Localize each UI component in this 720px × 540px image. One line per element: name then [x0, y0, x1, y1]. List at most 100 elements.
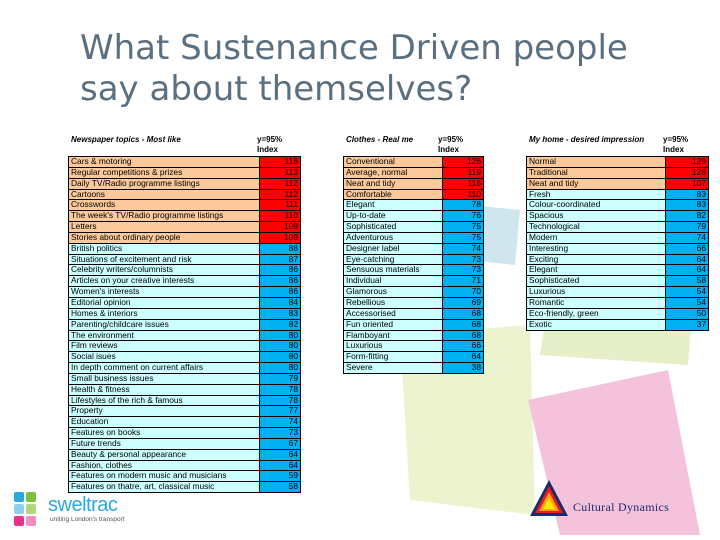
table-row: Romantic 54: [526, 296, 709, 309]
table-row: Editorial opinion 84: [68, 296, 301, 309]
table-row: Health & fitness 78: [68, 383, 301, 396]
row-label: The environment: [68, 329, 260, 342]
row-index-value: 86: [259, 286, 301, 298]
cultural-dynamics-logo-text: Cultural Dynamics: [573, 500, 670, 514]
row-label: Health & fitness: [68, 383, 260, 396]
table-row: Spacious 82: [526, 210, 709, 223]
table-row: Flamboyant 68: [343, 329, 484, 342]
table-row: Eco-friendly, green 50: [526, 307, 709, 320]
row-index-value: 73: [259, 427, 301, 439]
table-row: Exotic 37: [526, 318, 709, 331]
row-index-value: 129: [665, 156, 709, 168]
table-row: Interesting 66: [526, 242, 709, 255]
row-index-value: 68: [442, 307, 484, 320]
row-index-value: 73: [442, 264, 484, 277]
row-index-value: 68: [442, 329, 484, 342]
row-index-value: 126: [665, 166, 709, 179]
row-index-value: 64: [259, 459, 301, 472]
table-row: Homes & interiors 83: [68, 307, 301, 320]
row-index-value: 79: [665, 221, 709, 233]
row-label: Glamorous: [343, 286, 443, 298]
row-label: Flamboyant: [343, 329, 443, 342]
row-index-value: 74: [442, 242, 484, 255]
clothes-real-me-table: Conventional 126 Average, normal 119 Neat an…: [343, 156, 484, 374]
row-label: Future trends: [68, 437, 260, 450]
table-row: Future trends 67: [68, 437, 301, 450]
table-row: Features on modern music and musicians 59: [68, 470, 301, 483]
row-index-value: 69: [442, 296, 484, 309]
row-label: Fashion, clothes: [68, 459, 260, 472]
row-index-value: 107: [665, 177, 709, 190]
table-row: Cartoons 112: [68, 188, 301, 201]
row-label: Spacious: [526, 210, 666, 223]
row-label: Daily TV/Radio programme listings: [68, 177, 260, 190]
row-index-value: 111: [259, 199, 301, 212]
table-row: Luxurious 54: [526, 286, 709, 298]
table-row: Social isues 80: [68, 351, 301, 364]
row-label: Average, normal: [343, 166, 443, 179]
row-index-value: 64: [442, 351, 484, 364]
row-label: Education: [68, 416, 260, 429]
row-label: Colour-coordinated: [526, 199, 666, 212]
row-index-value: 78: [259, 394, 301, 407]
row-label: Luxurious: [526, 286, 666, 298]
row-index-value: 109: [259, 231, 301, 244]
row-index-value: 87: [259, 253, 301, 266]
row-index-value: 68: [442, 318, 484, 331]
table-row: Features on thatre, art, classical music…: [68, 481, 301, 494]
row-index-value: 50: [665, 307, 709, 320]
table-row: Lifestyles of the rich & famous 78: [68, 394, 301, 407]
row-index-value: 64: [665, 253, 709, 266]
table-row: Eye-catching 73: [343, 253, 484, 266]
row-index-value: 38: [442, 362, 484, 374]
table-row: Parenting/childcare issues 82: [68, 318, 301, 331]
row-index-value: 84: [259, 296, 301, 309]
row-index-value: 70: [442, 286, 484, 298]
row-index-value: 71: [442, 275, 484, 288]
home-impression-table: Normal 129 Traditional 126 Neat and tidy 107 F…: [526, 156, 709, 331]
table-row: Articles on your creative interests 86: [68, 275, 301, 288]
row-index-value: 67: [259, 437, 301, 450]
row-index-value: 80: [259, 362, 301, 374]
row-index-value: 113: [259, 166, 301, 179]
row-label: Beauty & personal appearance: [68, 448, 260, 461]
table-row: Stories about ordinary people 109: [68, 231, 301, 244]
table-row: Technological 79: [526, 221, 709, 233]
newspaper-table-header: Newspaper topics - Most like y=95% Index: [71, 135, 306, 155]
row-index-value: 109: [259, 221, 301, 233]
table-row: Traditional 126: [526, 166, 709, 179]
row-index-value: 80: [259, 351, 301, 364]
row-label: Individual: [343, 275, 443, 288]
table-row: Women's interests 86: [68, 286, 301, 298]
newspaper-index-header-2: Index: [257, 145, 278, 154]
table-row: Severe 38: [343, 362, 484, 374]
row-label: Conventional: [343, 156, 443, 168]
row-label: Elegant: [343, 199, 443, 212]
table-row: British politics 88: [68, 242, 301, 255]
table-row: The environment 80: [68, 329, 301, 342]
row-index-value: 112: [259, 177, 301, 190]
row-index-value: 74: [259, 416, 301, 429]
table-row: Neat and tidy 116: [343, 177, 484, 190]
row-index-value: 78: [442, 199, 484, 212]
row-label: Sensuous materials: [343, 264, 443, 277]
row-index-value: 126: [442, 156, 484, 168]
row-index-value: 112: [259, 188, 301, 201]
sweltrac-tagline: uniting London's transport: [50, 516, 125, 523]
table-row: Sensuous materials 73: [343, 264, 484, 277]
row-label: Normal: [526, 156, 666, 168]
table-row: Cars & motoring 118: [68, 156, 301, 168]
table-row: Elegant 78: [343, 199, 484, 212]
table-row: The week's TV/Radio programme listings 11…: [68, 210, 301, 223]
table-row: Celebrity writers/columnists 86: [68, 264, 301, 277]
table-row: Crosswords 111: [68, 199, 301, 212]
row-label: Rebellious: [343, 296, 443, 309]
table-row: Fun oriented 68: [343, 318, 484, 331]
table-row: Form-fitting 64: [343, 351, 484, 364]
row-label: Film reviews: [68, 340, 260, 353]
row-index-value: 66: [665, 242, 709, 255]
row-label: Severe: [343, 362, 443, 374]
row-label: Romantic: [526, 296, 666, 309]
table-row: Situations of excitement and risk 87: [68, 253, 301, 266]
table-row: Letters 109: [68, 221, 301, 233]
